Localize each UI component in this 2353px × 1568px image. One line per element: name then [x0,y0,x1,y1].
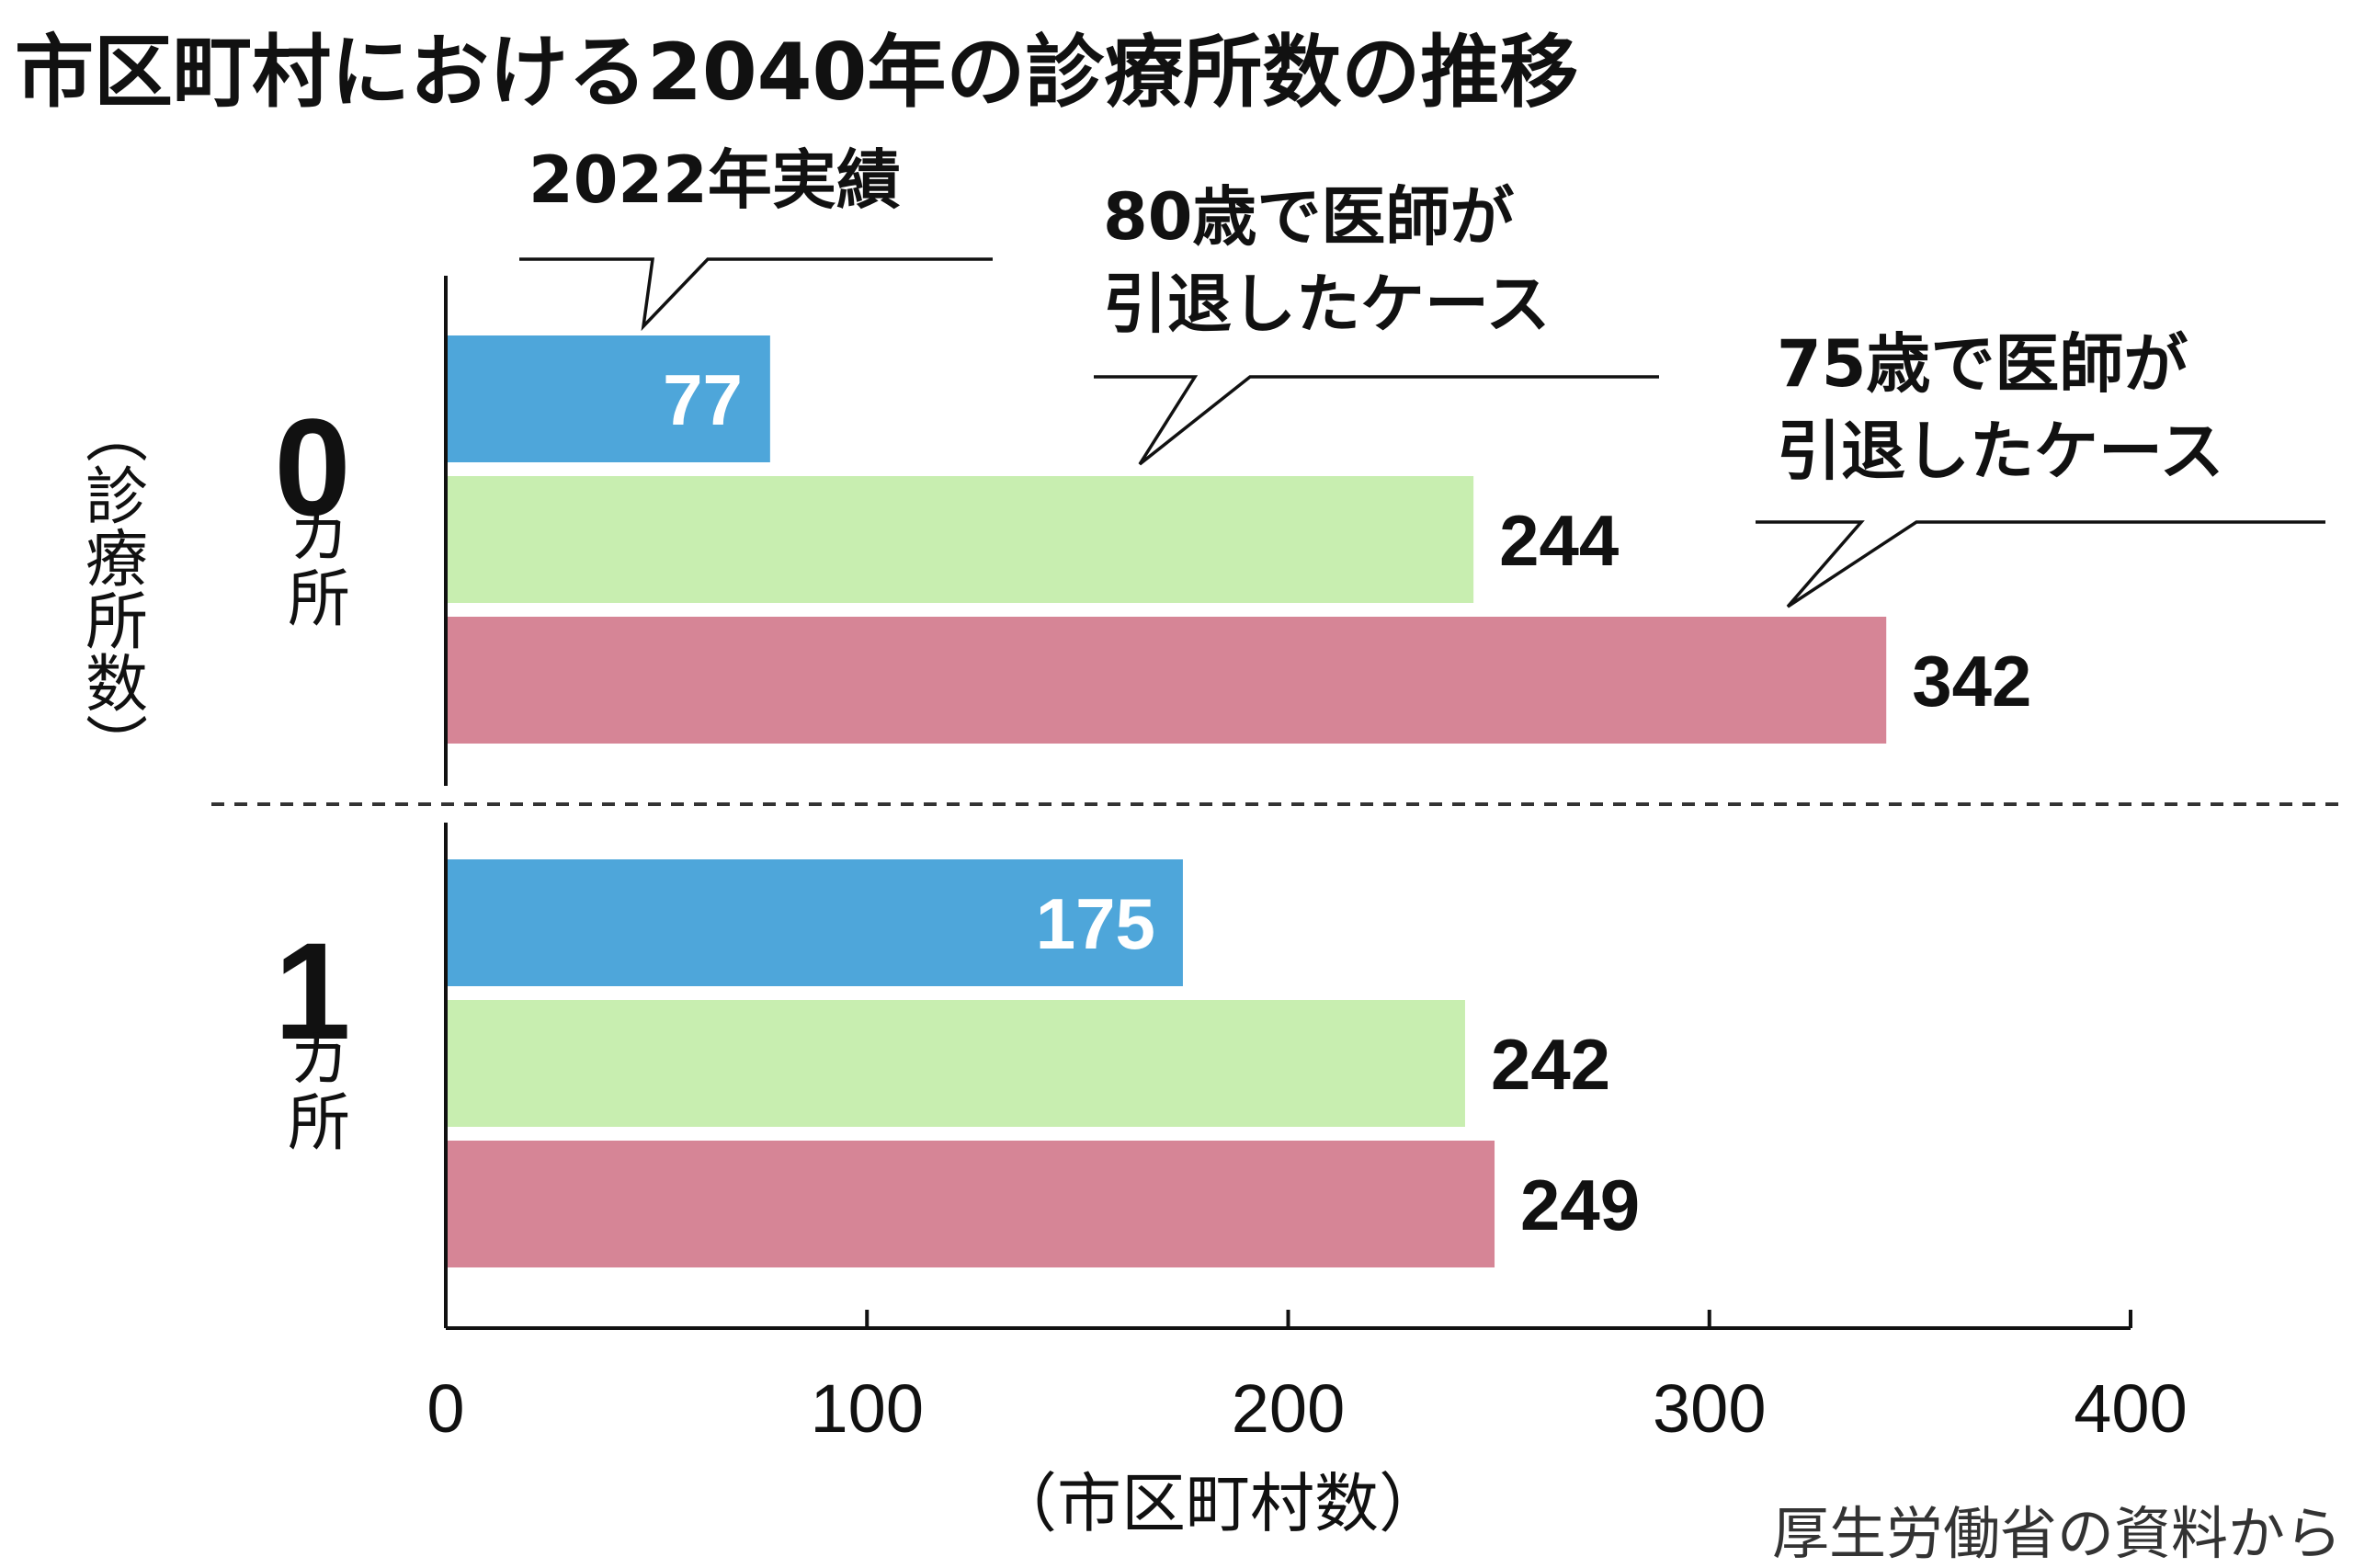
bar-s1-c0 [446,476,1474,603]
value-label-s1-c0: 244 [1499,500,1619,581]
value-label-s0-c1: 175 [1036,883,1155,964]
category-unit-0: カ所 [277,503,349,628]
value-label-s0-c0: 77 [663,359,743,440]
bar-s2-c1 [446,1141,1495,1267]
series-callout-pointer-1 [1094,375,1659,466]
value-label-s1-c1: 242 [1491,1024,1610,1105]
value-label-s2-c0: 342 [1912,641,2031,722]
category-number-1: 1 [274,914,350,1068]
bar-s0-c1 [446,859,1183,986]
bar-s2-c0 [446,617,1887,744]
x-tick-label-2: 200 [1232,1370,1345,1447]
series-label-1-line-0: 80歳で医師が [1103,179,1514,255]
category-unit-1: カ所 [277,1027,349,1152]
series-label-2-line-0: 75歳で医師が [1777,326,2188,402]
series-label-2-line-1: 引退したケース [1777,414,2224,489]
chart-title: 市区町村における2040年の診療所数の推移 [15,27,1578,119]
x-tick-label-4: 400 [2074,1370,2187,1447]
series-callout-pointer-2 [1756,520,2325,608]
y-axis-label: （診療所数） [74,401,147,776]
series-callout-pointer-0 [519,257,993,332]
bar-s0-c0 [446,335,770,462]
x-tick-label-1: 100 [811,1370,924,1447]
x-tick-label-3: 300 [1653,1370,1766,1447]
series-label-1-line-1: 引退したケース [1103,267,1551,342]
y-axis-label-text: （診療所数） [74,401,147,776]
x-tick-label-0: 0 [426,1370,464,1447]
category-number-0: 0 [274,390,350,544]
x-axis-label: （市区町村数） [993,1466,1443,1541]
source-note: 厚生労働省の資料から [1772,1500,2342,1567]
bars: 77 175 244 242 342 249 [446,335,2031,1267]
bar-s1-c1 [446,1000,1465,1127]
value-label-s2-c1: 249 [1520,1165,1640,1245]
series-label-0-line-0: 2022年実績 [529,142,901,218]
x-tick-labels: 0 100 200 300 400 [426,1370,2187,1447]
axes [211,276,2339,1330]
